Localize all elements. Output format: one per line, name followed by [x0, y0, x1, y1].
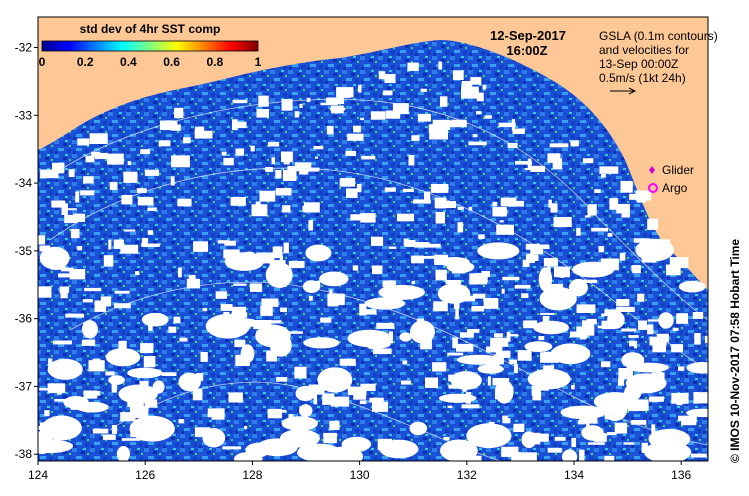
y-tick-label: -38	[15, 447, 33, 461]
x-tick-label: 124	[28, 468, 48, 482]
colorbar-tick-label: 0.6	[163, 55, 180, 69]
gsla-legend-line3: 13-Sep 00:00Z	[599, 57, 678, 71]
no-data-cloud-mask	[38, 61, 708, 461]
y-tick-label: -36	[15, 312, 33, 326]
y-tick-label: -33	[15, 108, 33, 122]
gsla-legend-line4: 0.5m/s (1kt 24h)	[599, 71, 686, 85]
colorbar-tick-label: 0.8	[206, 55, 223, 69]
map-time: 16:00Z	[506, 43, 547, 58]
colorbar-tick-label: 0.4	[120, 55, 137, 69]
y-axis-ticks: -32 -33 -34 -35 -36 -37 -38	[15, 41, 38, 461]
gsla-legend-line1: GSLA (0.1m contours)	[599, 29, 718, 43]
glider-legend: Glider	[649, 163, 694, 177]
x-tick-label: 128	[242, 468, 262, 482]
y-tick-label: -37	[15, 379, 33, 393]
glider-diamond-icon	[649, 166, 655, 174]
y-tick-label: -32	[15, 41, 33, 55]
x-tick-label: 132	[457, 468, 477, 482]
gsla-legend-line2: and velocities for	[599, 43, 689, 57]
argo-legend: Argo	[648, 181, 688, 195]
map-date: 12-Sep-2017	[490, 28, 566, 43]
velocity-scale-arrow-icon	[610, 87, 637, 95]
colorbar-tick-label: 0	[39, 55, 46, 69]
x-tick-label: 126	[135, 468, 155, 482]
imos-credit: © IMOS 10-Nov-2017 07:58 Hobart Time	[728, 239, 742, 463]
colorbar-tick-label: 0.2	[77, 55, 94, 69]
colorbar	[41, 40, 259, 52]
argo-label: Argo	[662, 181, 688, 195]
plot-border	[37, 16, 709, 462]
glider-label: Glider	[662, 163, 694, 177]
argo-circle-icon	[648, 183, 658, 193]
colorbar-title: std dev of 4hr SST comp	[80, 22, 221, 36]
y-tick-label: -34	[15, 176, 33, 190]
x-axis-ticks: 124 126 128 130 132 134 136	[28, 461, 692, 482]
x-tick-label: 136	[671, 468, 691, 482]
map-plot-area[interactable]	[25, 17, 719, 467]
x-tick-label: 134	[564, 468, 584, 482]
x-tick-label: 130	[350, 468, 370, 482]
y-tick-label: -35	[15, 244, 33, 258]
colorbar-tick-label: 1	[255, 55, 262, 69]
colorbar-ticks: 0 0.2 0.4 0.6 0.8 1	[39, 55, 262, 69]
gsla-contours	[49, 99, 708, 461]
